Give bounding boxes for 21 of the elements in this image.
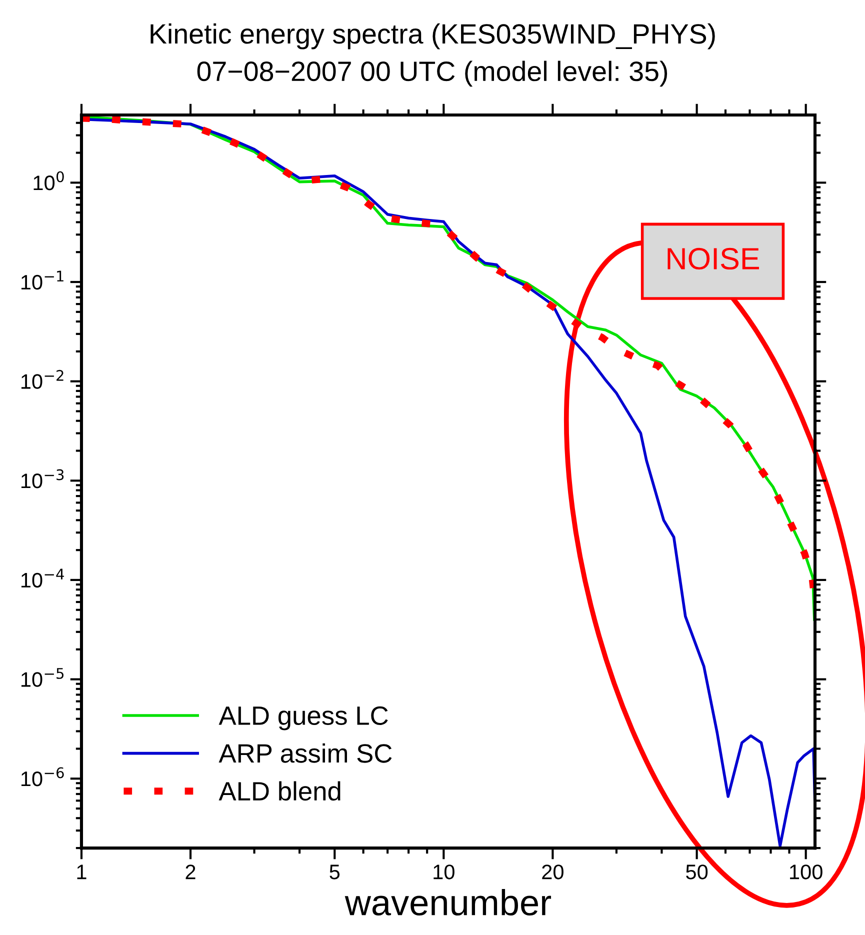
y-tick-label: 10$^{−1}$ [21,270,64,290]
x-tick-label: 20 [542,864,564,880]
y-tick-label: 10$^{−5}$ [21,668,64,687]
legend-label: ALD blend [218,781,340,801]
x-tick-label: 5 [330,864,340,880]
annotation: NOISE [668,248,759,270]
x-tick-label: 10 [434,864,454,880]
y-tick-label: 10$^{−3}$ [21,469,64,488]
x-tick-label: 2 [186,864,196,880]
y-tick-label: 10$^{−6}$ [21,767,64,786]
x-tick-label: 100 [790,864,822,880]
y-tick-label: 10$^{−4}$ [21,568,64,588]
x-tick-label: 1 [77,864,86,880]
chart-title: Kinetic energy spectra (KES035WIND_PHYS) [150,23,715,50]
legend-label: ARP assim SC [218,743,392,763]
x-axis-title: wavenumber [344,888,552,916]
x-tick-label: 50 [686,864,708,880]
y-tick-label: 10$^{−2}$ [21,370,64,389]
legend-label: ALD guess LC [218,706,388,730]
y-tick-label: 10$^{0}$ [34,171,64,190]
chart-subtitle: 07−08−2007 00 UTC (model level: 35) [197,60,668,87]
